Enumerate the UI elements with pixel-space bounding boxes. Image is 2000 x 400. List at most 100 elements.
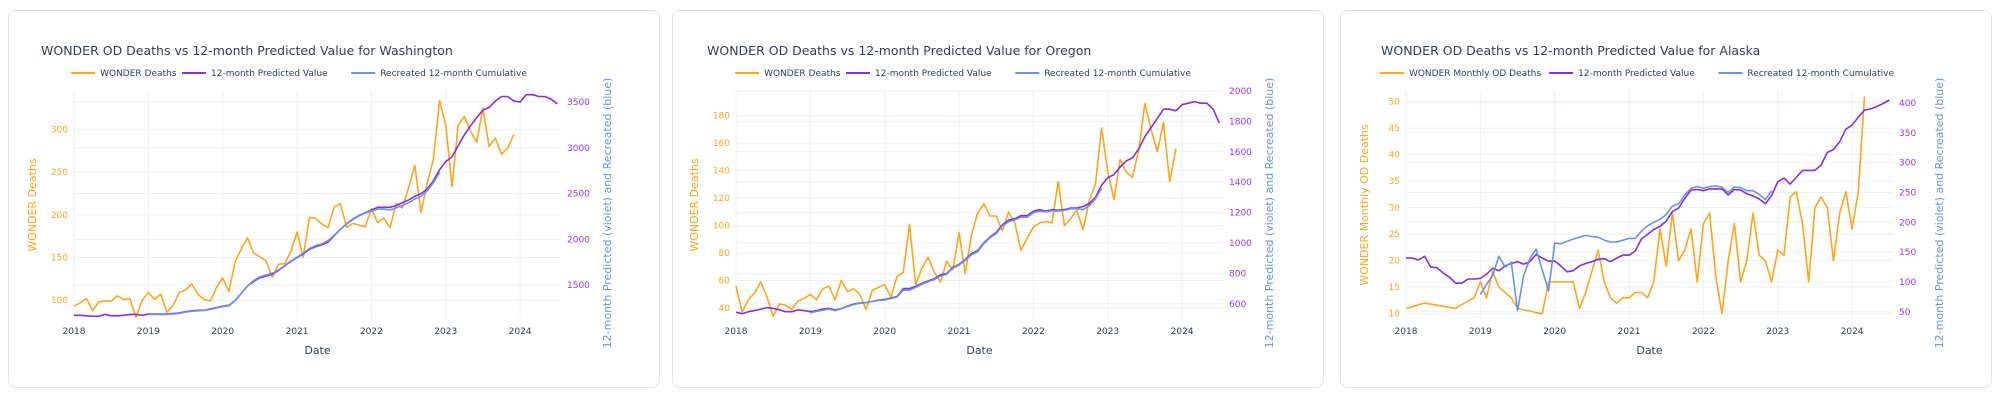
y2-tick-label: 250 xyxy=(1899,188,1916,198)
x-tick-label: 2018 xyxy=(725,327,748,337)
legend-item[interactable]: 12-month Predicted Value xyxy=(1549,69,1695,79)
legend-item[interactable]: 12-month Predicted Value xyxy=(182,69,328,79)
x-tick-label: 2023 xyxy=(1766,327,1789,337)
x-tick-label: 2023 xyxy=(1096,327,1119,337)
x-tick-label: 2020 xyxy=(1543,327,1566,337)
y2-tick-label: 2000 xyxy=(1229,87,1252,97)
series-line-wonder xyxy=(73,99,515,319)
chart-panel-alaska: WONDER OD Deaths vs 12-month Predicted V… xyxy=(1340,10,1992,388)
y-tick-label: 15 xyxy=(1389,283,1400,293)
y-tick-label: 200 xyxy=(51,211,68,221)
y-tick-label: 250 xyxy=(51,168,68,178)
chart-panel-washington: WONDER OD Deaths vs 12-month Predicted V… xyxy=(8,10,660,388)
x-tick-label: 2022 xyxy=(1692,327,1715,337)
y-tick-label: 45 xyxy=(1389,124,1400,134)
y2-tick-label: 1600 xyxy=(1229,148,1252,158)
legend-label: Recreated 12-month Cumulative xyxy=(1747,69,1894,79)
x-tick-label: 2022 xyxy=(360,327,383,337)
legend-item[interactable]: WONDER Deaths xyxy=(735,69,841,79)
y-tick-label: 40 xyxy=(719,304,731,314)
y2-tick-label: 200 xyxy=(1899,218,1916,228)
y-axis-title: WONDER Deaths xyxy=(688,158,701,252)
legend-item[interactable]: WONDER Deaths xyxy=(71,69,177,79)
chart-title: WONDER OD Deaths vs 12-month Predicted V… xyxy=(1381,43,1760,58)
y2-tick-label: 350 xyxy=(1899,129,1916,139)
y-tick-label: 100 xyxy=(713,222,730,232)
y2-tick-label: 1400 xyxy=(1229,178,1252,188)
legend-label: WONDER Monthly OD Deaths xyxy=(1409,69,1541,79)
legend-item[interactable]: 12-month Predicted Value xyxy=(846,69,992,79)
gridlines xyxy=(735,90,1223,319)
y-tick-label: 50 xyxy=(1389,98,1401,108)
y-tick-label: 30 xyxy=(1389,204,1401,214)
y-tick-label: 40 xyxy=(1389,151,1401,161)
chart-alaska: WONDER OD Deaths vs 12-month Predicted V… xyxy=(1358,43,1946,357)
y-tick-label: 140 xyxy=(713,167,730,177)
y2-tick-label: 800 xyxy=(1229,269,1246,279)
y2-axis-title: 12-month Predicted (violet) and Recreate… xyxy=(1933,78,1946,349)
legend-label: WONDER Deaths xyxy=(100,69,177,79)
x-tick-label: 2022 xyxy=(1022,327,1045,337)
y-tick-label: 160 xyxy=(713,139,730,149)
y2-tick-label: 50 xyxy=(1899,308,1911,318)
legend-label: 12-month Predicted Value xyxy=(875,69,992,79)
series-line-predicted xyxy=(1406,99,1890,285)
y2-tick-label: 1500 xyxy=(567,281,590,291)
y-tick-label: 100 xyxy=(51,296,68,306)
x-tick-label: 2021 xyxy=(1618,327,1641,337)
series-line-recreated xyxy=(1479,185,1773,312)
legend-label: Recreated 12-month Cumulative xyxy=(380,69,527,79)
legend: WONDER Monthly OD Deaths 12-month Predict… xyxy=(1379,69,1894,79)
x-tick-label: 2019 xyxy=(1469,327,1492,337)
y-tick-label: 120 xyxy=(713,194,730,204)
y2-tick-label: 1200 xyxy=(1229,209,1252,219)
y2-tick-label: 300 xyxy=(1899,159,1916,169)
x-tick-label: 2021 xyxy=(948,327,971,337)
x-tick-label: 2020 xyxy=(873,327,896,337)
y2-tick-label: 100 xyxy=(1899,278,1916,288)
legend-label: WONDER Deaths xyxy=(764,69,841,79)
y2-tick-label: 3500 xyxy=(567,98,590,108)
y2-tick-label: 1000 xyxy=(1229,239,1252,249)
y2-tick-label: 3000 xyxy=(567,144,590,154)
y-axis-title: WONDER Monthly OD Deaths xyxy=(1358,124,1371,286)
y2-tick-label: 2000 xyxy=(567,235,590,245)
series-line-recreated xyxy=(810,187,1103,314)
x-tick-label: 2018 xyxy=(63,327,86,337)
series-line-wonder xyxy=(1405,96,1866,315)
x-tick-label: 2019 xyxy=(799,327,822,337)
legend-label: 12-month Predicted Value xyxy=(1578,69,1695,79)
x-tick-label: 2024 xyxy=(1171,327,1194,337)
x-tick-label: 2024 xyxy=(509,327,532,337)
legend-item[interactable]: Recreated 12-month Cumulative xyxy=(351,69,527,79)
x-axis-title: Date xyxy=(966,344,993,357)
legend: WONDER Deaths 12-month Predicted Value Rec… xyxy=(735,69,1191,79)
chart-panel-oregon: WONDER OD Deaths vs 12-month Predicted V… xyxy=(672,10,1324,388)
y-tick-label: 300 xyxy=(51,125,68,135)
legend-item[interactable]: Recreated 12-month Cumulative xyxy=(1718,69,1894,79)
x-axis-title: Date xyxy=(304,344,331,357)
x-tick-label: 2021 xyxy=(286,327,309,337)
y-tick-label: 150 xyxy=(51,254,68,264)
y2-tick-label: 600 xyxy=(1229,300,1246,310)
legend-item[interactable]: WONDER Monthly OD Deaths xyxy=(1379,69,1541,79)
chart-oregon: WONDER OD Deaths vs 12-month Predicted V… xyxy=(688,43,1276,357)
legend-label: 12-month Predicted Value xyxy=(211,69,328,79)
y2-tick-label: 400 xyxy=(1899,99,1916,109)
series-line-wonder xyxy=(735,102,1177,318)
gridlines xyxy=(73,91,561,319)
legend-item[interactable]: Recreated 12-month Cumulative xyxy=(1015,69,1191,79)
series-line-predicted xyxy=(74,93,558,318)
gridlines xyxy=(1405,91,1893,319)
y2-axis-title: 12-month Predicted (violet) and Recreate… xyxy=(1263,78,1276,349)
y-tick-label: 35 xyxy=(1389,177,1400,187)
chart-title: WONDER OD Deaths vs 12-month Predicted V… xyxy=(41,43,453,58)
y-tick-label: 80 xyxy=(719,249,731,259)
y2-tick-label: 2500 xyxy=(567,190,590,200)
x-tick-label: 2023 xyxy=(434,327,457,337)
chart-title: WONDER OD Deaths vs 12-month Predicted V… xyxy=(707,43,1091,58)
y-tick-label: 25 xyxy=(1389,230,1400,240)
x-tick-label: 2018 xyxy=(1395,327,1418,337)
series-line-recreated xyxy=(148,172,441,316)
legend-label: Recreated 12-month Cumulative xyxy=(1044,69,1191,79)
